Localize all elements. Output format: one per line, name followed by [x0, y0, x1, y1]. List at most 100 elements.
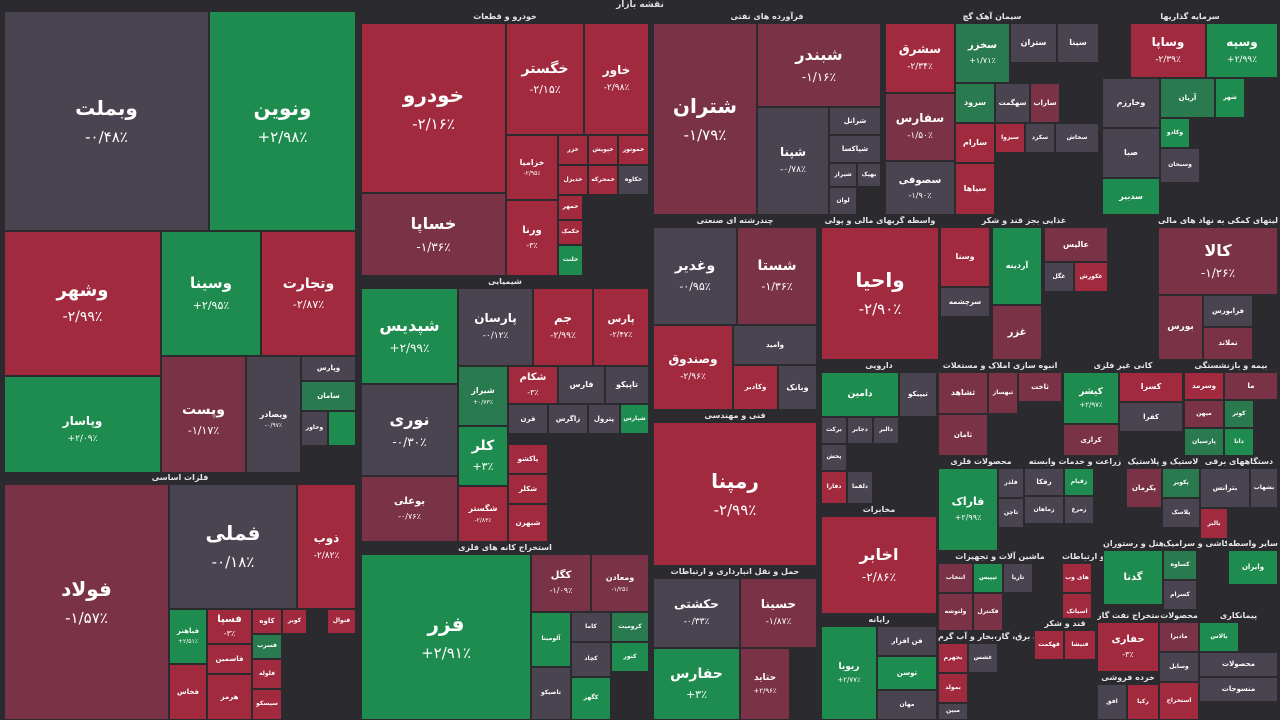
stock-tile[interactable]: وتجارت -۲/۸۷٪ — [261, 231, 356, 356]
stock-tile[interactable]: شپارس — [620, 404, 649, 434]
stock-tile[interactable]: کاوه — [252, 609, 282, 634]
stock-tile[interactable]: وپارس — [301, 356, 356, 381]
stock-tile[interactable]: وسرمد — [1184, 372, 1224, 400]
stock-tile[interactable]: شپاکسا — [829, 135, 881, 163]
stock-tile[interactable]: آردینه — [992, 227, 1042, 305]
stock-tile[interactable]: تاریا — [1003, 563, 1033, 593]
stock-tile[interactable]: فلوله — [252, 659, 282, 689]
stock-tile[interactable]: مادیرا — [1159, 622, 1199, 652]
stock-tile[interactable]: استخراج — [1159, 682, 1199, 720]
stock-tile[interactable]: بالبر — [1200, 508, 1228, 540]
stock-tile[interactable]: کوثر — [1224, 400, 1254, 428]
stock-tile[interactable]: ریویا +۲/۷۷٪ — [821, 626, 877, 720]
stock-tile[interactable]: وخارزم — [1102, 78, 1160, 128]
stock-tile[interactable]: سیسکو — [252, 689, 282, 720]
stock-tile[interactable]: کیشر +۲/۹۷٪ — [1063, 372, 1119, 424]
stock-tile[interactable]: وخاور — [301, 411, 328, 446]
stock-tile[interactable]: وایران — [1228, 550, 1278, 585]
stock-tile[interactable]: خپویش — [588, 135, 618, 165]
stock-tile[interactable]: سشرق -۲/۳۴٪ — [885, 23, 955, 93]
stock-tile[interactable]: قرن — [508, 404, 548, 434]
stock-tile[interactable]: خکمک — [558, 220, 583, 245]
stock-tile[interactable]: وساپا -۲/۳۹٪ — [1130, 23, 1206, 78]
stock-tile[interactable]: خگستر -۲/۱۵٪ — [506, 23, 584, 135]
stock-tile[interactable]: مبین — [938, 703, 968, 720]
stock-tile[interactable]: وکادیر — [733, 365, 778, 410]
stock-tile[interactable]: لوان — [829, 187, 857, 215]
stock-tile[interactable]: سارام — [955, 123, 995, 163]
stock-tile[interactable]: تاپیکو — [605, 366, 649, 404]
stock-tile[interactable]: حفارس +۳٪ — [653, 648, 740, 720]
stock-tile[interactable]: تملاند — [1203, 327, 1253, 360]
stock-tile[interactable]: شبندر -۱/۱۶٪ — [757, 23, 881, 107]
stock-tile[interactable]: دامین — [821, 372, 899, 417]
stock-tile[interactable]: زقیام — [1064, 468, 1094, 496]
stock-tile[interactable]: غشس — [968, 643, 998, 673]
stock-tile[interactable]: دالبر — [873, 417, 899, 444]
stock-tile[interactable]: غکورش — [1074, 262, 1108, 292]
stock-tile[interactable]: عالیس — [1044, 227, 1108, 262]
stock-tile[interactable]: ساراب — [1030, 83, 1060, 123]
stock-tile[interactable]: ثاخت — [1018, 372, 1062, 402]
stock-tile[interactable]: سامان — [301, 381, 356, 411]
stock-tile[interactable]: کچاد — [571, 642, 611, 677]
stock-tile[interactable]: کرازی — [1063, 424, 1119, 456]
stock-tile[interactable]: شپنا -۰/۷۸٪ — [757, 107, 829, 215]
stock-tile[interactable]: کفرا — [1119, 402, 1183, 432]
stock-tile[interactable]: ثشاهد — [938, 372, 988, 414]
stock-tile[interactable]: فسرب — [252, 634, 282, 659]
stock-tile[interactable]: ستران — [1010, 23, 1057, 63]
stock-tile[interactable]: شپدیس +۲/۹۹٪ — [361, 288, 458, 384]
stock-tile[interactable]: فارس — [558, 366, 605, 404]
stock-tile[interactable]: حتاید +۲/۹۶٪ — [740, 648, 790, 720]
stock-tile[interactable]: فاراک +۲/۹۹٪ — [938, 468, 998, 551]
stock-tile[interactable]: فسپا -۳٪ — [207, 609, 252, 644]
stock-tile[interactable]: تیپیکو — [899, 372, 937, 417]
stock-tile[interactable]: وپاسار +۲/۰۹٪ — [4, 376, 161, 483]
stock-tile[interactable]: کویر — [282, 609, 307, 634]
stock-tile[interactable]: سکرد — [1025, 123, 1055, 153]
stock-tile[interactable]: کگل -۱/۰۹٪ — [531, 554, 591, 612]
stock-tile[interactable]: توسن — [877, 656, 937, 690]
stock-tile[interactable]: فملی -۰/۱۸٪ — [169, 484, 297, 609]
stock-tile[interactable]: سخاش — [1055, 123, 1099, 153]
stock-tile[interactable]: قنیشا — [1064, 630, 1096, 660]
stock-tile[interactable]: ورنا -۳٪ — [506, 200, 558, 276]
stock-tile[interactable] — [328, 411, 356, 446]
stock-tile[interactable]: بالاس — [1199, 622, 1239, 652]
stock-tile[interactable]: منسوجات — [1199, 677, 1278, 702]
stock-tile[interactable]: شکلر — [508, 474, 548, 504]
stock-tile[interactable]: کسرا — [1119, 372, 1183, 402]
stock-tile[interactable]: وبملت -۰/۴۸٪ — [4, 11, 209, 231]
stock-tile[interactable]: کروميت — [611, 612, 649, 642]
stock-tile[interactable]: وسایل — [1159, 652, 1199, 682]
stock-tile[interactable]: حفاری -۳٪ — [1097, 622, 1159, 672]
stock-tile[interactable]: شگستر -۲/۸۳٪ — [458, 486, 508, 542]
stock-tile[interactable]: فزر +۲/۹۱٪ — [361, 554, 531, 720]
stock-tile[interactable]: شیراز — [829, 163, 857, 187]
stock-tile[interactable]: فکنترل — [973, 593, 1003, 631]
stock-tile[interactable]: بمولد — [938, 673, 968, 703]
stock-tile[interactable]: خمحرکه — [588, 165, 618, 195]
stock-tile[interactable]: نوری -۰/۳۰٪ — [361, 384, 458, 476]
stock-tile[interactable]: کاما — [571, 612, 611, 642]
stock-tile[interactable]: پکرمان — [1126, 468, 1162, 508]
stock-tile[interactable]: رفکا — [1024, 468, 1064, 496]
stock-tile[interactable]: پاکشو — [508, 444, 548, 474]
stock-tile[interactable]: فاسمین — [207, 644, 252, 674]
stock-tile[interactable]: کساوه — [1163, 550, 1197, 580]
stock-tile[interactable]: سبزوا — [995, 123, 1025, 153]
stock-tile[interactable]: بشهاب — [1250, 468, 1278, 508]
stock-tile[interactable]: پارسان -۰/۱۲٪ — [458, 288, 533, 366]
stock-tile[interactable]: رکیا — [1127, 684, 1159, 720]
stock-tile[interactable]: وسبحان — [1160, 148, 1200, 183]
stock-tile[interactable]: شتران -۱/۷۹٪ — [653, 23, 757, 215]
stock-tile[interactable]: ثامان — [938, 414, 988, 456]
stock-tile[interactable]: پارسیان — [1184, 428, 1224, 456]
stock-tile[interactable]: ما — [1224, 372, 1278, 400]
stock-tile[interactable]: ویصادر -۰/۹۷٪ — [246, 356, 301, 483]
stock-tile[interactable]: ونوین +۲/۹۸٪ — [209, 11, 356, 231]
stock-tile[interactable]: بورس — [1158, 295, 1203, 360]
stock-tile[interactable]: پخش — [821, 444, 847, 471]
stock-tile[interactable]: وسپه +۲/۹۹٪ — [1206, 23, 1278, 78]
